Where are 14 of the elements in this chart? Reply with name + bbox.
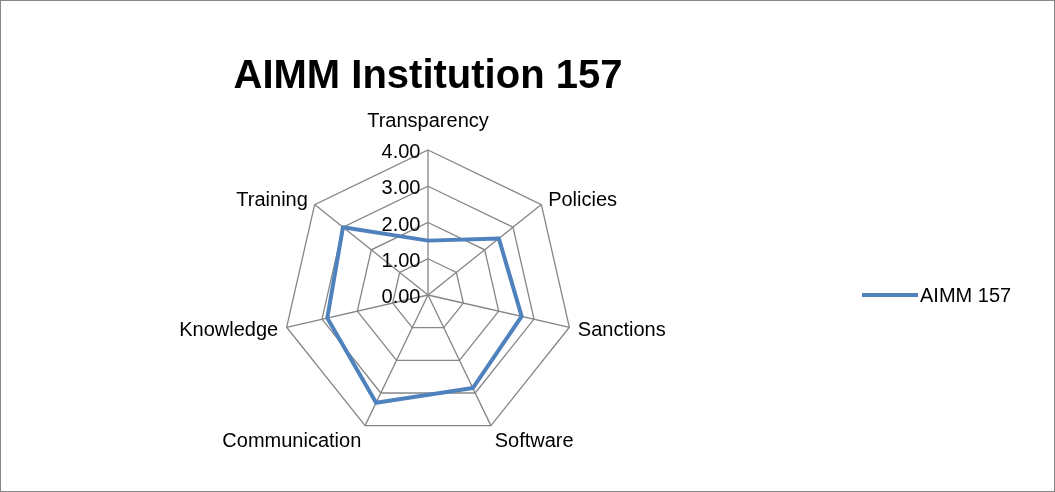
y-tick-label: 1.00	[381, 248, 421, 271]
spoke-label: Software	[494, 429, 574, 452]
y-tick-label: 3.00	[381, 176, 421, 199]
y-tick-label: 2.00	[381, 212, 421, 235]
spoke-label: Policies	[548, 188, 618, 211]
spoke-label: Knowledge	[179, 318, 279, 341]
spoke-label: Training	[236, 188, 308, 211]
legend-label: AIMM 157	[920, 284, 1012, 306]
y-tick-label: 0.00	[381, 285, 421, 307]
spoke-label: Transparency	[367, 109, 489, 132]
chart-title: AIMM Institution 157	[233, 52, 623, 96]
spoke-label: Communication	[222, 429, 362, 452]
spoke-label: Sanctions	[577, 318, 666, 341]
y-tick-label: 4.00	[381, 140, 421, 162]
